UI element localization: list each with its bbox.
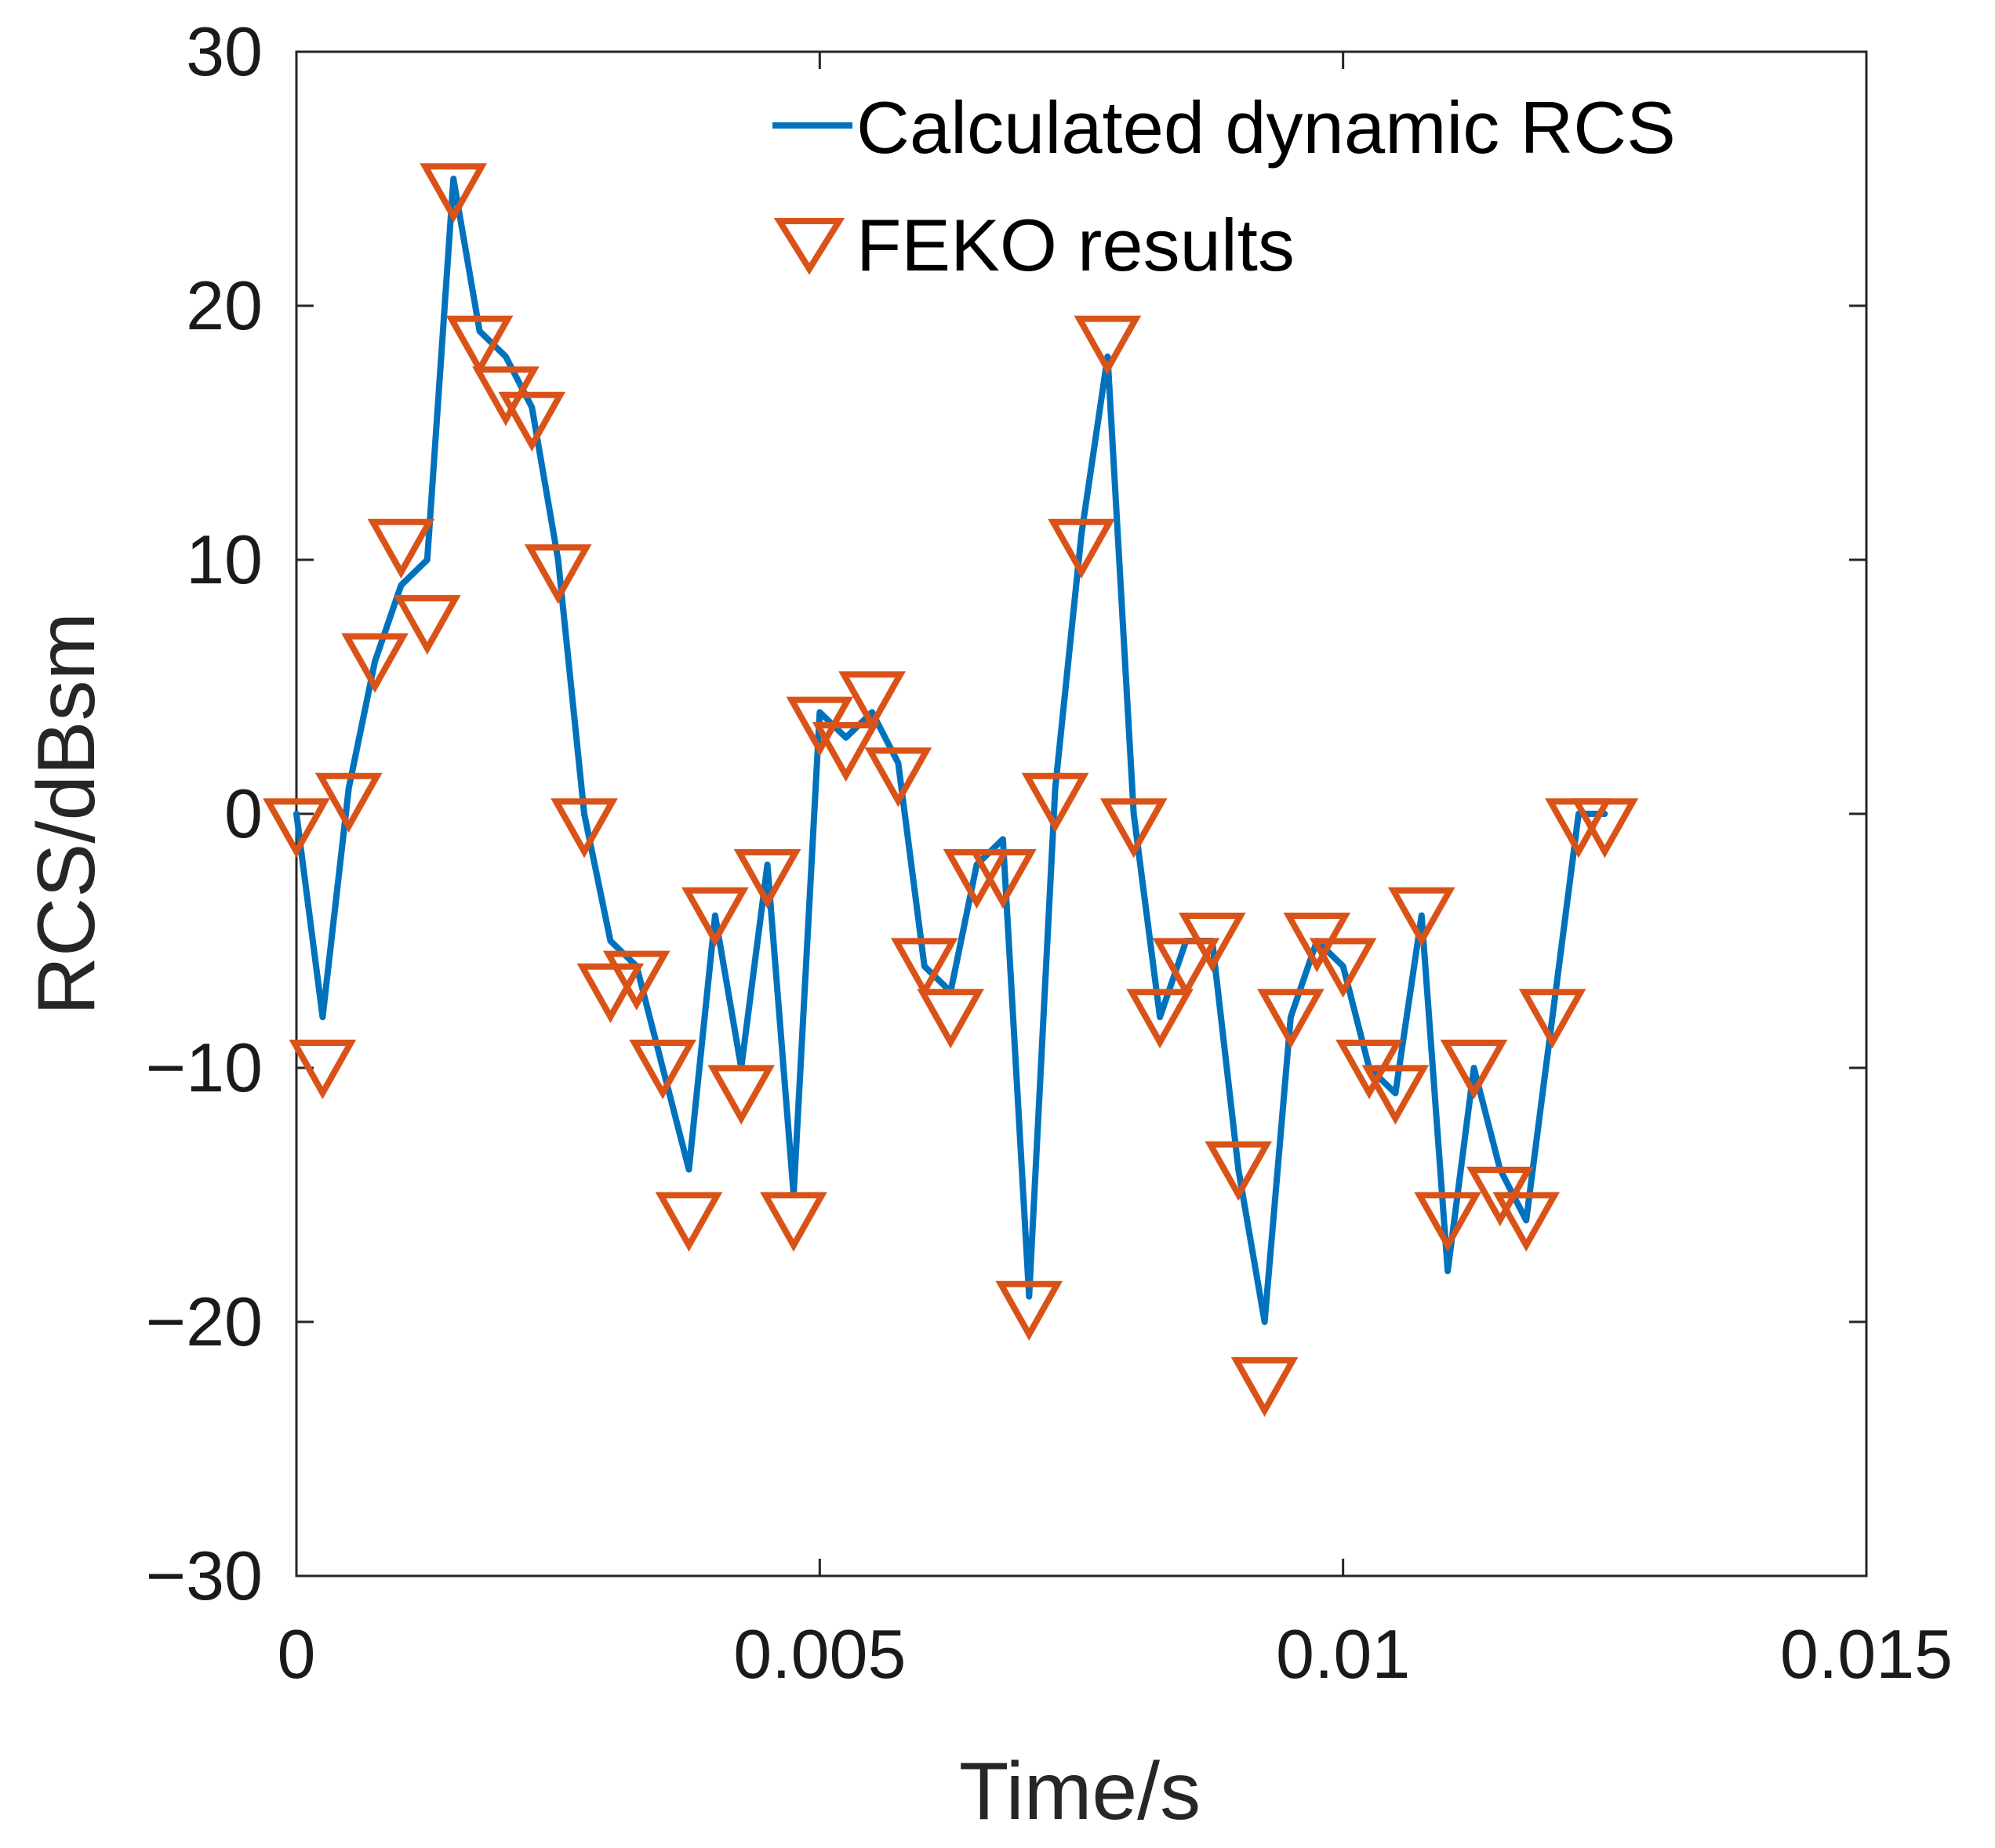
x-tick-label: 0.005 bbox=[733, 1615, 906, 1693]
x-axis-label: Time/s bbox=[959, 1746, 1201, 1837]
feko-marker bbox=[1492, 1192, 1561, 1252]
feko-marker bbox=[1126, 989, 1194, 1049]
y-tick-label: −20 bbox=[146, 1283, 263, 1360]
feko-marker bbox=[1230, 1357, 1299, 1418]
feko-marker bbox=[420, 163, 488, 223]
feko-marker bbox=[681, 887, 749, 947]
feko-marker bbox=[445, 315, 514, 376]
y-tick-label: 0 bbox=[224, 775, 263, 852]
y-axis-label: RCS/dBsm bbox=[21, 612, 112, 1015]
feko-marker bbox=[1518, 989, 1586, 1049]
feko-marker bbox=[995, 1280, 1063, 1341]
feko-marker bbox=[524, 544, 592, 605]
feko-marker bbox=[733, 849, 801, 909]
axis-ticks bbox=[295, 50, 1868, 1578]
y-tick-labels: 30 20 10 0 −10 −20 −30 bbox=[146, 13, 263, 1614]
x-tick-label: 0.015 bbox=[1780, 1615, 1953, 1693]
feko-results-series bbox=[263, 163, 1639, 1418]
legend-label-calculated: Calculated dynamic RCS bbox=[856, 86, 1676, 169]
feko-marker bbox=[1178, 913, 1246, 973]
feko-marker bbox=[969, 849, 1037, 909]
feko-marker bbox=[1257, 989, 1325, 1049]
y-tick-label: 20 bbox=[186, 267, 263, 344]
feko-marker bbox=[1571, 798, 1639, 859]
y-tick-label: −10 bbox=[146, 1029, 263, 1106]
feko-marker bbox=[1074, 315, 1142, 376]
x-tick-label: 0 bbox=[278, 1615, 316, 1693]
feko-marker bbox=[1021, 772, 1089, 833]
feko-marker bbox=[1309, 938, 1377, 998]
feko-marker bbox=[812, 722, 880, 782]
feko-marker bbox=[1205, 1141, 1273, 1201]
feko-marker bbox=[551, 798, 618, 859]
y-tick-label: 30 bbox=[186, 13, 263, 90]
feko-marker bbox=[1361, 1065, 1430, 1125]
feko-marker bbox=[655, 1192, 723, 1252]
y-tick-label: 10 bbox=[186, 521, 263, 598]
x-tick-label: 0.01 bbox=[1276, 1615, 1410, 1693]
feko-marker bbox=[289, 1040, 357, 1100]
feko-marker bbox=[498, 391, 566, 452]
feko-marker bbox=[393, 595, 461, 655]
feko-marker bbox=[367, 518, 435, 579]
legend-marker-swatch bbox=[773, 218, 845, 275]
legend-label-feko: FEKO results bbox=[856, 204, 1295, 286]
feko-marker bbox=[341, 633, 409, 693]
feko-marker bbox=[1152, 938, 1220, 998]
feko-marker bbox=[1099, 798, 1168, 859]
feko-marker bbox=[1048, 518, 1115, 579]
x-tick-labels: 0 0.005 0.01 0.015 bbox=[278, 1615, 1953, 1693]
feko-marker bbox=[263, 798, 330, 859]
feko-marker bbox=[629, 1040, 696, 1100]
feko-marker bbox=[890, 938, 958, 998]
feko-marker bbox=[314, 772, 383, 833]
feko-marker bbox=[917, 989, 985, 1049]
feko-marker bbox=[1414, 1192, 1481, 1252]
y-tick-label: −30 bbox=[146, 1537, 263, 1614]
feko-marker bbox=[1387, 887, 1455, 947]
feko-marker bbox=[1440, 1040, 1508, 1100]
feko-marker bbox=[760, 1192, 827, 1252]
legend: Calculated dynamic RCS FEKO results bbox=[772, 86, 1676, 286]
feko-marker bbox=[864, 747, 932, 808]
feko-marker bbox=[602, 950, 670, 1011]
feko-marker bbox=[707, 1065, 776, 1125]
feko-marker bbox=[576, 963, 645, 1023]
feko-marker bbox=[838, 671, 906, 732]
